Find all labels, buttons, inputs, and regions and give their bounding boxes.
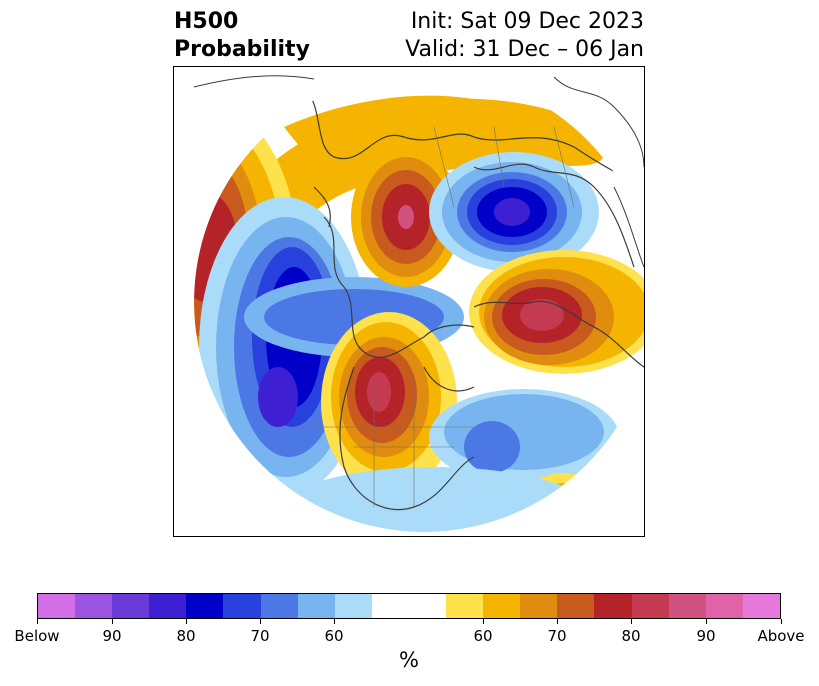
colorbar-segment	[520, 594, 558, 618]
probability-map	[173, 66, 645, 537]
colorbar-tick-label: 60	[324, 627, 344, 645]
colorbar-tick-label: 70	[547, 627, 567, 645]
title-line-2: Probability	[174, 37, 310, 62]
colorbar-tick-mark	[260, 619, 261, 624]
colorbar-segment	[594, 594, 632, 618]
colorbar-segment	[446, 594, 484, 618]
colorbar-tick-label: Below	[14, 627, 60, 645]
title-left: H500 Probability	[174, 8, 310, 64]
colorbar-tick-label: 80	[176, 627, 196, 645]
colorbar-tick-label: Above	[757, 627, 805, 645]
colorbar-segment	[668, 594, 706, 618]
colorbar-tick-label: 90	[102, 627, 122, 645]
colorbar-segment	[371, 594, 447, 618]
colorbar-segment	[297, 594, 335, 618]
title-line-1: H500	[174, 9, 239, 34]
colorbar-tick-mark	[112, 619, 113, 624]
colorbar-tick-label: 60	[473, 627, 493, 645]
colorbar-segment	[260, 594, 298, 618]
map-canvas	[174, 67, 644, 536]
outer-coastlines	[193, 75, 644, 268]
colorbar-segment	[631, 594, 669, 618]
colorbar-segment	[186, 594, 224, 618]
colorbar-segment	[75, 594, 113, 618]
colorbar-tick-mark	[631, 619, 632, 624]
colorbar-tick-mark	[557, 619, 558, 624]
borders	[294, 126, 575, 507]
colorbar-tick-mark	[483, 619, 484, 624]
colorbar-tick-mark	[781, 619, 782, 624]
colorbar-segment	[742, 594, 780, 618]
colorbar-segment	[705, 594, 743, 618]
colorbar-segment	[149, 594, 187, 618]
colorbar-tick-mark	[37, 619, 38, 624]
colorbar-segment	[557, 594, 595, 618]
colorbar-segment	[483, 594, 521, 618]
colorbar-segment	[223, 594, 261, 618]
colorbar-tick-mark	[334, 619, 335, 624]
colorbar	[37, 593, 781, 619]
colorbar-segment	[112, 594, 150, 618]
init-date: Init: Sat 09 Dec 2023	[410, 9, 644, 34]
valid-range: Valid: 31 Dec – 06 Jan	[405, 37, 644, 62]
title-right: Init: Sat 09 Dec 2023 Valid: 31 Dec – 06…	[405, 8, 644, 64]
colorbar-segment	[38, 594, 76, 618]
colorbar-tick-mark	[186, 619, 187, 624]
colorbar-tick-label: 80	[621, 627, 641, 645]
colorbar-segment	[334, 594, 372, 618]
colorbar-tick-mark	[706, 619, 707, 624]
colorbar-tick-label: 70	[250, 627, 270, 645]
colorbar-unit: %	[399, 648, 419, 672]
colorbar-tick-label: 90	[696, 627, 716, 645]
coastlines	[303, 86, 644, 511]
